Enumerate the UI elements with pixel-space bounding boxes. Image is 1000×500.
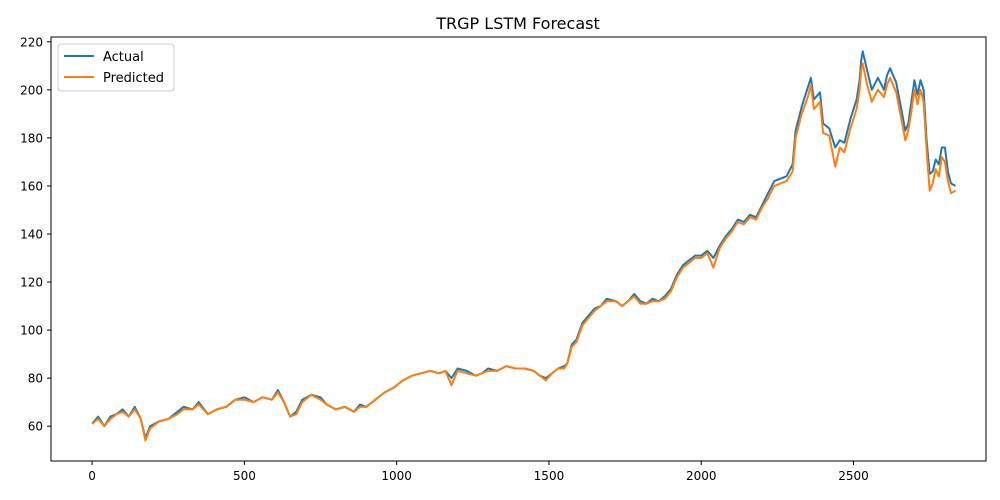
x-tick-label: 2000 bbox=[686, 469, 717, 483]
series-line-predicted bbox=[91, 62, 956, 442]
x-tick-label: 0 bbox=[88, 469, 96, 483]
x-tick-label: 500 bbox=[233, 469, 256, 483]
legend-label-actual: Actual bbox=[103, 50, 144, 65]
y-tick-label: 160 bbox=[20, 179, 43, 193]
y-tick-label: 200 bbox=[20, 83, 43, 97]
x-tick-label: 1000 bbox=[381, 469, 412, 483]
plot-frame bbox=[50, 36, 987, 462]
y-tick-label: 180 bbox=[20, 131, 43, 145]
x-tick-label: 2500 bbox=[838, 469, 869, 483]
legend: Actual Predicted bbox=[57, 43, 175, 92]
x-tick-label: 1500 bbox=[534, 469, 565, 483]
y-tick-label: 220 bbox=[20, 35, 43, 49]
y-tick-label: 100 bbox=[20, 324, 43, 338]
y-tick-label: 120 bbox=[20, 276, 43, 290]
chart-title: TRGP LSTM Forecast bbox=[435, 14, 599, 33]
y-tick-label: 140 bbox=[20, 227, 43, 241]
y-tick-label: 60 bbox=[28, 420, 43, 434]
legend-label-predicted: Predicted bbox=[103, 71, 164, 86]
series-layer bbox=[91, 50, 956, 442]
y-axis: 60 80 100 120 140 160 180 200 220 bbox=[20, 35, 51, 434]
y-tick-label: 80 bbox=[28, 372, 43, 386]
x-axis: 0 500 1000 1500 2000 2500 bbox=[88, 461, 869, 483]
